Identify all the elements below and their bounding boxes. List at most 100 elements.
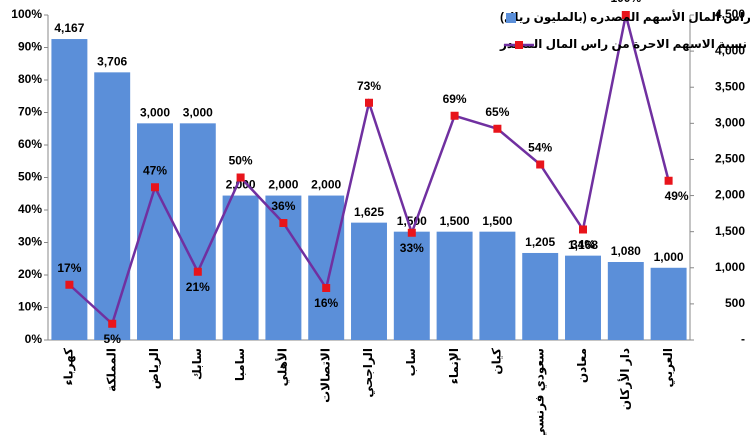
- y-tick-label: 0%: [25, 332, 43, 346]
- line-value-label: 5%: [104, 332, 122, 346]
- x-tick-label: سعودي فرنسي: [532, 348, 547, 435]
- line-value-label: 54%: [528, 141, 552, 155]
- bar-value-label: 3,706: [97, 55, 127, 69]
- line-value-label: 69%: [443, 92, 467, 106]
- y2-tick-label: 3,000: [715, 116, 745, 130]
- line-value-label: 100%: [610, 0, 641, 5]
- bar-value-label: 1,500: [397, 214, 427, 228]
- y2-tick-label: 4,500: [715, 7, 745, 21]
- y-tick-label: 40%: [18, 202, 42, 216]
- x-tick-label: العربي: [661, 348, 675, 388]
- bar-value-label: 1,000: [654, 250, 684, 264]
- line-value-label: 16%: [314, 296, 338, 310]
- line-value-label: 33%: [400, 241, 424, 255]
- line-value-label: 34%: [571, 238, 595, 252]
- bar-value-label: 3,000: [183, 106, 213, 120]
- x-tick-label: سامبا: [233, 348, 247, 381]
- y2-tick-label: 1,000: [715, 260, 745, 274]
- legend-label: راس المال الأسهم المصدره (بالمليون ريال): [500, 9, 750, 25]
- bar: [265, 195, 302, 340]
- y2-tick-label: 4,000: [715, 43, 745, 57]
- y-tick-label: 60%: [18, 137, 42, 151]
- y-tick-label: 80%: [18, 72, 42, 86]
- y2-tick-label: 3,500: [715, 79, 745, 93]
- legend-marker: [515, 41, 523, 49]
- line-marker: [193, 267, 202, 276]
- bar: [436, 231, 473, 340]
- bar: [393, 231, 430, 340]
- line-marker: [407, 228, 416, 237]
- line-marker: [365, 98, 373, 107]
- y2-tick-label: 1,500: [715, 224, 745, 238]
- bar-value-label: 1,500: [440, 214, 470, 228]
- line-marker: [279, 219, 288, 227]
- x-tick-label: الإنماء: [447, 348, 461, 384]
- bar-value-label: 3,000: [140, 106, 170, 120]
- line-value-label: 49%: [665, 189, 689, 203]
- x-tick-label: الأهلي: [275, 348, 290, 386]
- bar: [607, 262, 644, 340]
- line-value-label: 21%: [186, 280, 210, 294]
- y-tick-label: 10%: [18, 300, 42, 314]
- line-value-label: 65%: [485, 105, 509, 119]
- x-tick-label: ساب: [404, 348, 418, 376]
- bar-value-label: 2,000: [268, 178, 298, 192]
- line-marker: [621, 11, 630, 19]
- line-marker: [579, 225, 587, 234]
- bar: [137, 123, 173, 340]
- bar-value-label: 2,000: [311, 178, 341, 192]
- bar-value-label: 4,167: [54, 21, 84, 35]
- bar-value-label: 1,168: [568, 238, 598, 252]
- line-marker: [322, 284, 331, 292]
- x-tick-label: معادن: [575, 348, 589, 383]
- x-tick-label: الاتصالات: [318, 348, 332, 403]
- bar: [222, 195, 259, 340]
- bar: [179, 123, 216, 340]
- line-value-label: 73%: [357, 79, 381, 93]
- line-marker: [450, 111, 459, 120]
- y-tick-label: 100%: [11, 7, 42, 21]
- y2-tick-label: -: [741, 332, 745, 346]
- y2-tick-label: 2,000: [715, 188, 745, 202]
- bar-value-label: 1,625: [354, 205, 384, 219]
- bar-value-label: 1,500: [482, 214, 512, 228]
- y-tick-label: 20%: [18, 267, 42, 281]
- legend-swatch: [506, 13, 516, 23]
- bar: [94, 72, 131, 340]
- y-tick-label: 50%: [18, 170, 42, 184]
- line-value-label: 17%: [57, 261, 81, 275]
- line-marker: [151, 183, 159, 192]
- bar-value-label: 1,080: [611, 244, 641, 258]
- y-tick-label: 90%: [18, 40, 42, 54]
- bar-value-label: 2,000: [226, 178, 256, 192]
- bar: [479, 231, 516, 340]
- line-value-label: 50%: [229, 154, 253, 168]
- x-tick-label: المملكة: [104, 348, 118, 392]
- bar: [565, 255, 601, 340]
- bar: [51, 39, 88, 341]
- line-marker: [536, 160, 545, 169]
- y2-tick-label: 2,500: [715, 152, 745, 166]
- bar: [522, 252, 559, 340]
- line-value-label: 36%: [271, 199, 295, 213]
- line-marker: [65, 280, 74, 289]
- y2-tick-label: 500: [725, 296, 745, 310]
- x-tick-label: دار الأركان: [617, 348, 632, 410]
- line-value-label: 47%: [143, 163, 167, 177]
- x-tick-label: سابك: [190, 348, 204, 380]
- line-marker: [236, 173, 245, 182]
- line-marker: [664, 176, 673, 185]
- legend-label: نسبة الاسهم الاحرة من راس المال المصدر: [499, 37, 747, 51]
- y-tick-label: 70%: [18, 105, 42, 119]
- line-marker: [493, 124, 502, 133]
- x-tick-label: كيان: [490, 348, 504, 375]
- bar: [351, 222, 387, 340]
- bar: [650, 267, 687, 340]
- x-tick-label: كهرباء: [62, 348, 76, 386]
- x-tick-label: الراجحي: [361, 348, 375, 398]
- bar-value-label: 1,205: [525, 235, 555, 249]
- line-marker: [108, 319, 117, 328]
- y-tick-label: 30%: [18, 235, 42, 249]
- x-tick-label: الرياض: [147, 348, 161, 389]
